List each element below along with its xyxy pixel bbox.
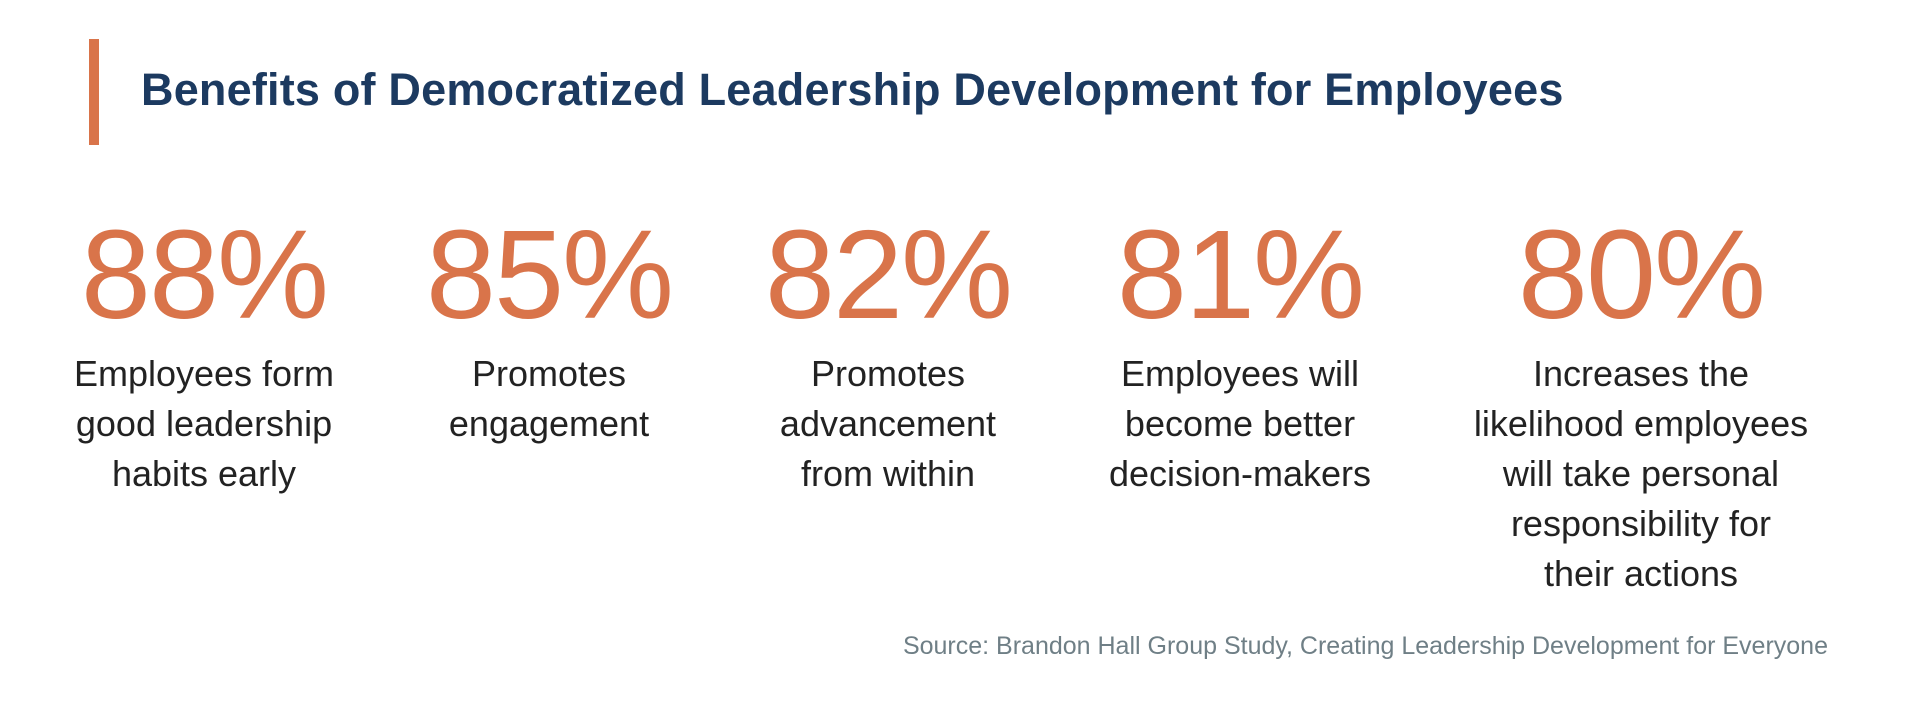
page-title: Benefits of Democratized Leadership Deve… <box>141 64 1564 115</box>
stat-label-line: become better <box>1124 403 1356 444</box>
stat-label-line: good leadership <box>75 403 333 444</box>
stat-label: Employees form good leadership habits earl… <box>24 349 384 499</box>
stat-label-line: their actions <box>1543 553 1739 594</box>
stat-label-line: Promotes <box>810 353 966 394</box>
stat-label-line: advancement <box>779 403 997 444</box>
stat-value: 81% <box>1116 204 1365 345</box>
stat-label-line: Employees will <box>1120 353 1360 394</box>
stat-block: 81% Employees will become better decision-m… <box>1060 205 1420 499</box>
stat-label: Increases the likelihood employees will ta… <box>1461 349 1821 599</box>
stat-label-line: will take personal <box>1502 453 1780 494</box>
stat-block: 80% Increases the likelihood employees will… <box>1461 205 1821 599</box>
stat-label-line: Increases the <box>1532 353 1750 394</box>
stat-label: Promotes advancement from within <box>708 349 1068 499</box>
stat-block: 85% Promotes engagement <box>369 205 729 449</box>
stat-block: 82% Promotes advancement from within <box>708 205 1068 499</box>
stat-value: 80% <box>1517 204 1766 345</box>
stat-value: 85% <box>425 204 674 345</box>
stat-label-line: habits early <box>111 453 297 494</box>
title-accent-bar <box>89 39 99 145</box>
stat-label-line: from within <box>800 453 976 494</box>
stat-label-line: likelihood employees <box>1473 403 1809 444</box>
stat-value: 82% <box>764 204 1013 345</box>
stat-label-line: Promotes <box>471 353 627 394</box>
stat-label: Employees will become better decision-make… <box>1060 349 1420 499</box>
stat-label-line: decision-makers <box>1108 453 1372 494</box>
source-note: Source: Brandon Hall Group Study, Creati… <box>902 632 1828 660</box>
stat-label: Promotes engagement <box>369 349 729 449</box>
stat-label-line: responsibility for <box>1510 503 1772 544</box>
stat-value: 88% <box>80 204 329 345</box>
stat-label-line: engagement <box>448 403 650 444</box>
stat-label-line: Employees form <box>73 353 335 394</box>
stat-block: 88% Employees form good leadership habits e… <box>24 205 384 499</box>
